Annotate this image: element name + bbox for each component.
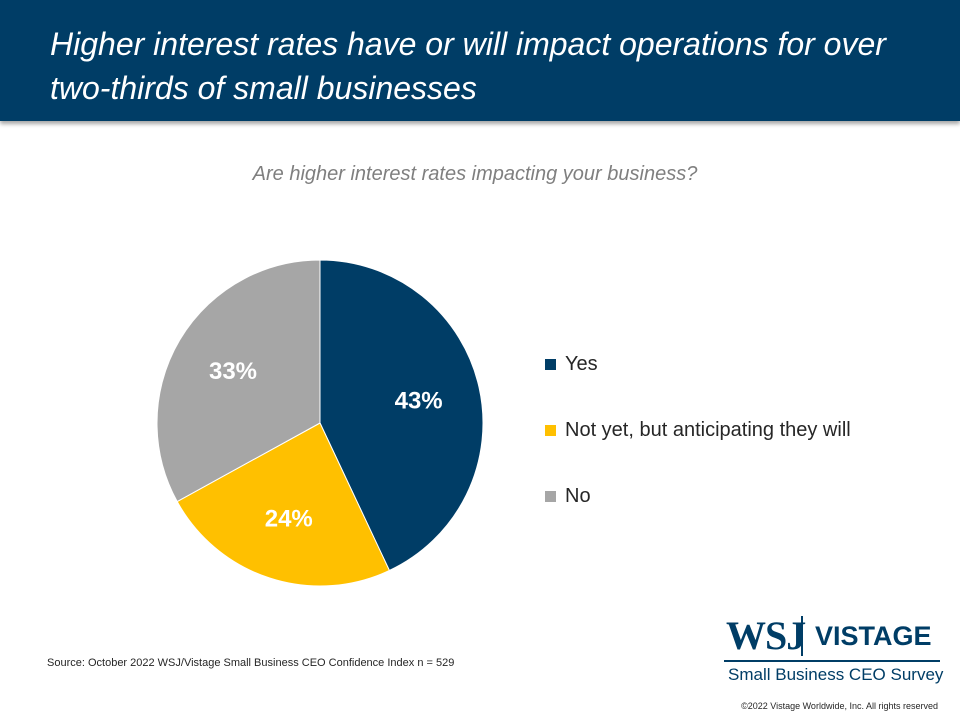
legend-item: Not yet, but anticipating they will [545, 414, 851, 480]
page-title: Higher interest rates have or will impac… [50, 26, 886, 106]
slice-data-label: 33% [209, 358, 257, 385]
wsj-vistage-logo: WSJ VISTAGE Small Business CEO Survey [722, 612, 944, 690]
source-note: Source: October 2022 WSJ/Vistage Small B… [47, 657, 455, 669]
legend-label: Yes [565, 353, 598, 375]
legend-item: Yes [545, 348, 851, 414]
legend-swatch [545, 359, 556, 370]
pie-slice-3 [156, 259, 321, 503]
pie-slice-1 [319, 259, 484, 572]
legend-label: No [565, 485, 591, 507]
pie-chart: 43% 24% 33% [156, 259, 484, 587]
slice-data-label: 24% [265, 506, 313, 533]
legend-item: No [545, 480, 851, 546]
logo-vistage-text: VISTAGE [815, 621, 932, 651]
chart-title: Are higher interest rates impacting your… [252, 163, 698, 185]
copyright-notice: ©2022 Vistage Worldwide, Inc. All rights… [741, 701, 938, 711]
legend-label: Not yet, but anticipating they will [565, 419, 851, 441]
pie-slice-2 [176, 422, 391, 587]
header-banner: Higher interest rates have or will impac… [0, 0, 960, 121]
logo-divider [801, 616, 803, 656]
logo-wsj-text: WSJ [726, 613, 806, 658]
logo-rule [724, 660, 940, 662]
chart-legend: Yes Not yet, but anticipating they will No [545, 348, 851, 546]
legend-swatch [545, 425, 556, 436]
legend-swatch [545, 491, 556, 502]
logo-subtitle: Small Business CEO Survey [728, 665, 944, 684]
slice-data-label: 43% [395, 387, 443, 414]
